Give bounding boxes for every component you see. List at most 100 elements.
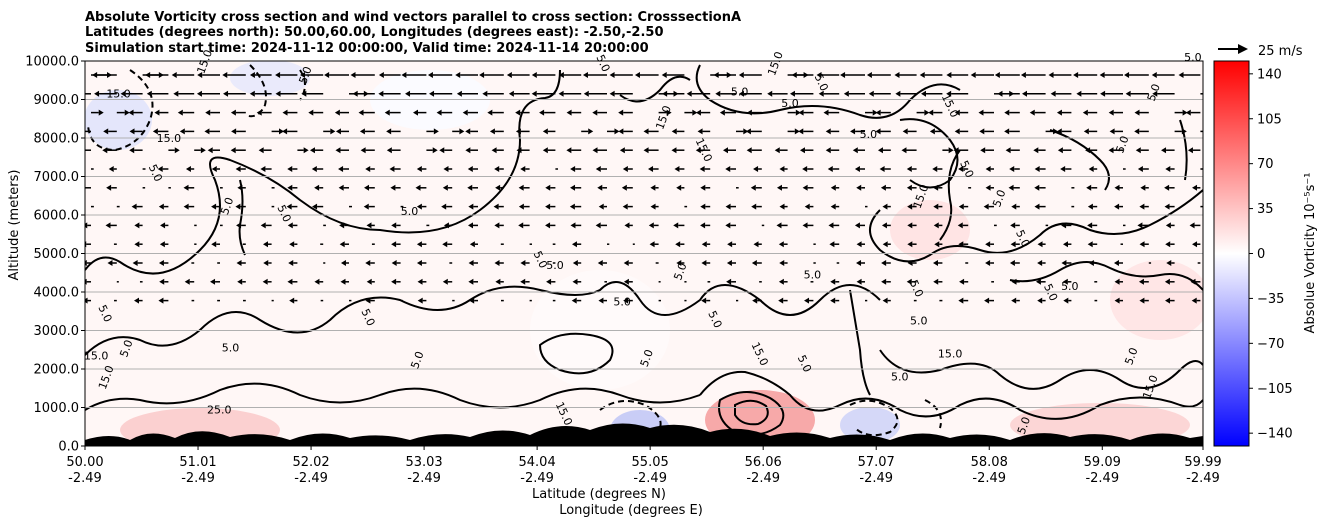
wind-vector-head (946, 90, 952, 97)
wind-vector-head (545, 184, 551, 191)
wind-vector-head (1029, 109, 1035, 116)
wind-vector-head (856, 184, 862, 191)
wind-vector-head (230, 147, 236, 154)
wind-vector-head (823, 109, 829, 116)
wind-vector-head (309, 147, 315, 154)
wind-vector-head (314, 184, 320, 191)
wind-vector-head (1061, 222, 1067, 229)
wind-vector-head (622, 166, 628, 172)
negative-contour-line (299, 69, 306, 101)
wind-vector-head (649, 241, 655, 248)
x-axis-label-longitude: Longitude (degrees E) (559, 503, 703, 518)
colorbar-tick-label: −35 (1257, 292, 1284, 307)
wind-vector-head (650, 203, 656, 210)
wind-vector-head (433, 128, 439, 135)
wind-vector-head (1113, 260, 1119, 266)
wind-vector-head (158, 260, 164, 266)
wind-vector-head (1056, 109, 1062, 116)
wind-vector-head (210, 278, 216, 285)
wind-vector-head (1187, 147, 1193, 154)
wind-vector-head (158, 297, 164, 304)
wind-vector-head (1034, 166, 1040, 172)
wind-vector-head (1062, 278, 1068, 285)
wind-vector-head (107, 260, 113, 266)
wind-vector-head (339, 222, 345, 229)
wind-vector-head (794, 128, 800, 135)
wind-vector-head (774, 147, 780, 154)
wind-vector-head (1114, 297, 1120, 304)
wind-vector-head (235, 203, 241, 210)
wind-vector-head (494, 260, 500, 266)
negative-contour-line (244, 64, 267, 118)
negative-vorticity-patch (840, 407, 900, 443)
wind-vector-head (958, 241, 964, 248)
wind-vector-head (211, 203, 217, 210)
wind-vector-head (386, 147, 392, 154)
wind-vector-head (154, 109, 160, 116)
contour-label: 5.0 (613, 295, 631, 308)
wind-vector-head (666, 109, 672, 116)
wind-vector-head (363, 203, 369, 210)
wind-vector-head (303, 147, 309, 154)
contour-line (1179, 119, 1188, 181)
x-tick-label-latitude: 55.05 (632, 455, 669, 470)
wind-vector-head (571, 241, 577, 248)
wind-vectors (85, 72, 1203, 304)
wind-vector-head (183, 184, 189, 191)
wind-vector-head (275, 72, 281, 78)
wind-vector-head (595, 222, 601, 229)
wind-vector-head (1099, 72, 1105, 78)
wind-vector-head (933, 203, 939, 210)
wind-vector-head (340, 260, 346, 266)
wind-vector-head (468, 278, 474, 285)
contour-label: 5.0 (117, 338, 135, 359)
wind-vector-head (882, 241, 888, 248)
wind-vector-head (907, 203, 913, 210)
wind-vector-head (416, 260, 422, 266)
wind-vector-head (648, 222, 654, 229)
wind-vector-head (442, 278, 448, 285)
wind-vector-head (830, 184, 836, 191)
wind-vector-head (85, 297, 88, 304)
wind-vector-head (205, 109, 211, 116)
wind-vector-head (152, 128, 158, 135)
horizontal-grid (85, 99, 1203, 408)
wind-vector-head (364, 184, 370, 191)
wind-vector-head (120, 90, 126, 97)
wind-vector-head (108, 166, 114, 172)
wind-vector-head (1134, 128, 1140, 135)
wind-vector-head (456, 90, 462, 97)
wind-vector-head (994, 72, 1000, 78)
wind-vector-head (1166, 260, 1172, 266)
contour-label: 5.0 (546, 259, 564, 272)
wind-vector-head (1083, 128, 1089, 135)
wind-vector-head (324, 72, 330, 78)
x-tick-label-longitude: -2.49 (746, 471, 780, 486)
wind-vector-head (518, 203, 524, 210)
wind-vector-head (515, 109, 521, 116)
wind-vector-head (674, 166, 680, 172)
wind-vector-head (288, 260, 294, 266)
wind-vector-head (200, 147, 206, 154)
x-tick-label-longitude: -2.49 (633, 471, 667, 486)
wind-vector-head (722, 147, 728, 154)
wind-vector-head (1137, 166, 1143, 172)
wind-vector-head (494, 222, 500, 229)
wind-vector-head (1152, 90, 1158, 97)
wind-vector-head (256, 109, 262, 116)
wind-vector-head (958, 166, 964, 172)
wind-vector-head (260, 222, 266, 229)
wind-vector-head (531, 72, 537, 78)
negative-contour-line (924, 399, 942, 429)
contour-line (1049, 129, 1110, 191)
wind-vector-head (906, 184, 912, 191)
wind-vector-head (701, 260, 707, 266)
wind-vector-head (572, 278, 578, 285)
wind-vector-head (183, 203, 189, 210)
wind-vector-head (222, 72, 228, 78)
wind-vector-head (727, 241, 733, 248)
terrain (85, 423, 1203, 446)
wind-vector-head (1161, 147, 1167, 154)
wind-vector-head (196, 90, 202, 97)
wind-vector-head (85, 260, 87, 266)
